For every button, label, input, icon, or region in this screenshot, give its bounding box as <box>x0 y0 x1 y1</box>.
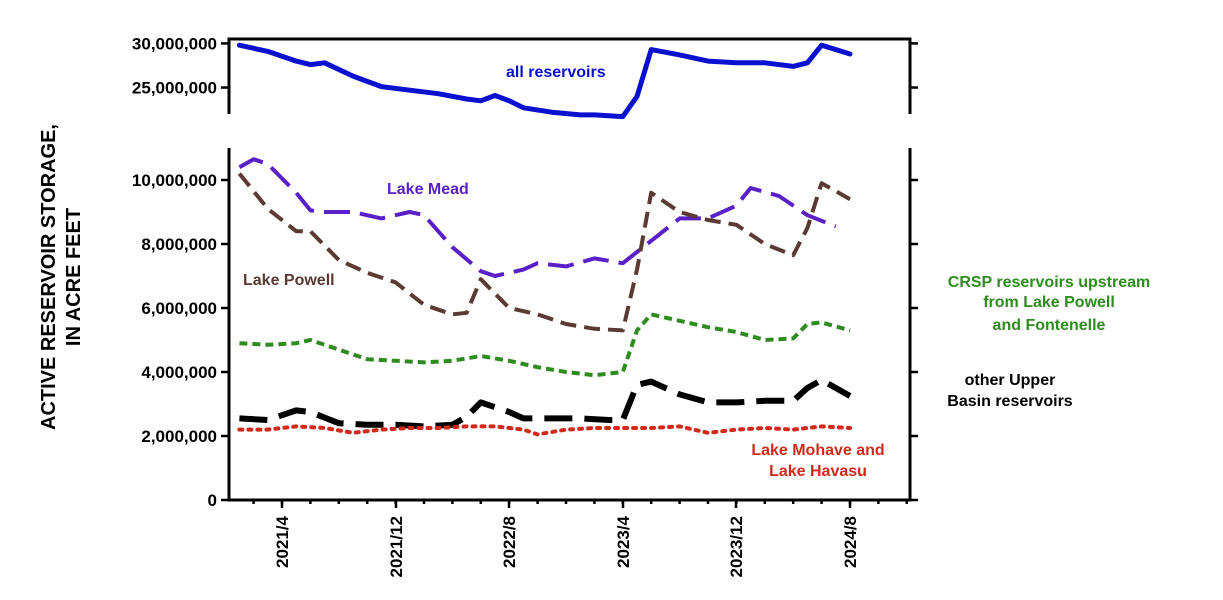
bottom-panel-y-ticks: 0 2,000,000 4,000,000 6,000,000 8,000,000 10,… <box>132 171 918 510</box>
top-y-tick-label: 25,000,000 <box>132 79 217 98</box>
crsp-label-line2: from Lake Powell <box>983 294 1115 311</box>
bottom-y-tick-label: 4,000,000 <box>141 363 217 382</box>
bottom-y-tick-label: 10,000,000 <box>132 171 217 190</box>
crsp-label-line3: and Fontenelle <box>993 317 1106 334</box>
top-panel-series <box>236 42 853 120</box>
bottom-panel-frame <box>227 148 912 502</box>
series-line-lake-mead <box>238 157 837 278</box>
bottom-panel: 0 2,000,000 4,000,000 6,000,000 8,000,000 10,… <box>132 148 918 577</box>
x-axis-ticks: 2021/4 2021/12 2022/8 2023/4 2023/12 2024/8 <box>252 500 909 577</box>
lake-powell-label: Lake Powell <box>243 272 335 289</box>
lake-mead-label: Lake Mead <box>387 181 469 198</box>
x-tick-label: 2023/12 <box>727 516 746 577</box>
bottom-y-tick-label: 0 <box>208 491 217 510</box>
x-tick-label: 2021/4 <box>273 515 292 568</box>
x-tick-label: 2024/8 <box>841 516 860 568</box>
series-line-all-reservoirs <box>236 42 853 120</box>
bottom-y-tick-label: 2,000,000 <box>141 427 217 446</box>
top-panel-frame <box>227 37 912 114</box>
crsp-label-line1: CRSP reservoirs upstream <box>948 274 1150 291</box>
bottom-panel-series <box>237 157 852 437</box>
all-reservoirs-label: all reservoirs <box>506 64 606 81</box>
mohave-label-line1: Lake Mohave and <box>751 442 884 459</box>
bottom-y-tick-label: 6,000,000 <box>141 299 217 318</box>
bottom-y-tick-label: 8,000,000 <box>141 235 217 254</box>
x-tick-label: 2023/4 <box>614 515 633 568</box>
crsp-label: CRSP reservoirs upstream from Lake Powel… <box>948 274 1150 334</box>
y-axis-label-line2: IN ACRE FEET <box>63 208 85 346</box>
top-panel-y-ticks: 25,000,000 30,000,000 <box>132 34 918 98</box>
series-line-lake-mohave-and-lake-havasu <box>237 424 852 437</box>
other-upper-label-line1: other Upper <box>965 372 1056 389</box>
series-line-other-upper-basin-reservoirs <box>239 377 852 430</box>
other-upper-label: other Upper Basin reservoirs <box>947 372 1073 410</box>
x-tick-label: 2021/12 <box>387 516 406 577</box>
top-y-tick-label: 30,000,000 <box>132 34 217 53</box>
x-tick-label: 2022/8 <box>500 516 519 568</box>
y-axis-label-line1: ACTIVE RESERVOIR STORAGE, <box>38 124 60 430</box>
mohave-label-line2: Lake Havasu <box>769 463 867 480</box>
mohave-label: Lake Mohave and Lake Havasu <box>751 442 884 480</box>
series-line-crsp-reservoirs-upstream-from-lake-powell-and-fontenelle <box>239 312 851 378</box>
series-line-lake-powell <box>237 172 851 333</box>
other-upper-label-line2: Basin reservoirs <box>947 393 1073 410</box>
top-panel: 25,000,000 30,000,000 <box>132 34 918 120</box>
